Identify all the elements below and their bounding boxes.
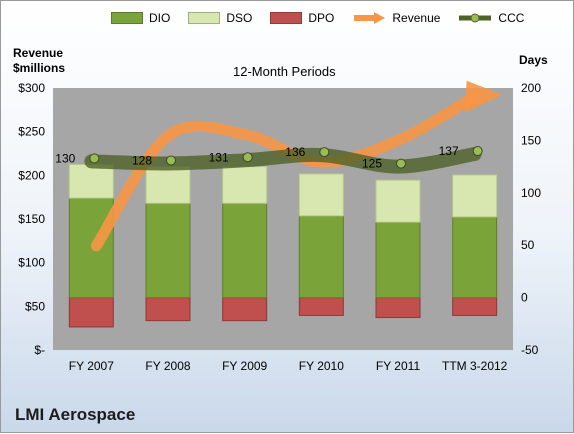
x-tick-label: FY 2009 bbox=[222, 359, 267, 373]
ccc-data-label: 128 bbox=[132, 153, 152, 167]
legend-label-revenue: Revenue bbox=[392, 11, 441, 25]
left-tick-label: $- bbox=[34, 343, 45, 357]
legend-item-ccc: CCC bbox=[458, 11, 524, 25]
legend-swatch-dpo bbox=[270, 12, 303, 24]
x-tick-label: FY 2010 bbox=[299, 359, 344, 373]
ccc-data-label: 131 bbox=[209, 150, 229, 164]
left-tick-label: $100 bbox=[18, 256, 45, 270]
legend-line-icon bbox=[459, 13, 492, 23]
ccc-point bbox=[396, 158, 406, 169]
right-tick-label: 0 bbox=[521, 291, 528, 305]
plot-area bbox=[53, 88, 513, 350]
legend-label-dso: DSO bbox=[226, 11, 253, 25]
legend-label-dpo: DPO bbox=[308, 11, 335, 25]
chart-title: 12-Month Periods bbox=[233, 64, 336, 79]
legend-item-dio: DIO bbox=[111, 11, 170, 25]
ccc-line bbox=[84, 147, 482, 174]
left-tick-label: $150 bbox=[18, 212, 45, 226]
ccc-data-label: 130 bbox=[55, 151, 75, 165]
revenue-arrowhead bbox=[464, 80, 503, 113]
ccc-data-label: 136 bbox=[285, 145, 305, 159]
bar-dso bbox=[222, 166, 268, 204]
bar-dpo bbox=[452, 297, 498, 316]
left-tick-label: $300 bbox=[18, 81, 45, 95]
bar-dso bbox=[298, 173, 344, 217]
ccc-point bbox=[89, 153, 100, 164]
company-name: LMI Aerospace bbox=[15, 405, 136, 424]
ccc-point bbox=[166, 155, 176, 166]
right-tick-label: 200 bbox=[521, 81, 541, 95]
right-tick-label: 100 bbox=[521, 186, 541, 200]
bar-dpo bbox=[68, 297, 114, 328]
bar-dso bbox=[68, 164, 114, 199]
bar-dpo bbox=[375, 297, 421, 319]
left-tick-label: $50 bbox=[25, 299, 45, 313]
revenue-line bbox=[90, 91, 481, 252]
legend-item-revenue: Revenue bbox=[352, 11, 440, 25]
right-tick-label: 50 bbox=[521, 238, 535, 252]
ccc-point bbox=[242, 152, 253, 163]
bar-dio bbox=[68, 197, 114, 299]
bar-dpo bbox=[145, 297, 191, 322]
ccc-data-label: 137 bbox=[439, 144, 459, 158]
bar-dso bbox=[452, 174, 498, 218]
right-tick-label: 150 bbox=[521, 133, 541, 147]
legend-swatch-dio bbox=[111, 12, 143, 24]
x-tick-label: FY 2008 bbox=[145, 359, 190, 373]
left-tick-label: $250 bbox=[18, 125, 45, 139]
bar-dio bbox=[452, 216, 498, 299]
left-axis-label-line1: Revenue bbox=[13, 46, 64, 60]
right-axis-label: Days bbox=[519, 53, 548, 67]
x-tick-label: TTM 3-2012 bbox=[442, 359, 508, 373]
legend: DIO DSO DPO Revenue CCC bbox=[111, 11, 542, 25]
legend-label-ccc: CCC bbox=[498, 11, 525, 25]
bar-dio bbox=[298, 215, 344, 299]
legend-swatch-dso bbox=[188, 12, 221, 24]
legend-arrow-icon bbox=[354, 12, 386, 24]
x-tick-label: FY 2007 bbox=[69, 359, 114, 373]
bar-dpo bbox=[222, 297, 268, 322]
ccc-point bbox=[472, 146, 483, 157]
bar-dio bbox=[145, 202, 191, 299]
left-axis-label-line2: $millions bbox=[13, 61, 66, 75]
bar-dso bbox=[375, 179, 421, 223]
legend-label-dio: DIO bbox=[149, 11, 171, 25]
bar-dso bbox=[145, 166, 191, 204]
ccc-data-label: 125 bbox=[362, 157, 382, 171]
legend-item-dpo: DPO bbox=[270, 11, 334, 25]
bar-dpo bbox=[298, 297, 344, 316]
right-tick-label: -50 bbox=[521, 343, 539, 357]
legend-item-dso: DSO bbox=[188, 11, 252, 25]
x-tick-label: FY 2011 bbox=[376, 359, 421, 373]
left-tick-label: $200 bbox=[18, 168, 45, 182]
bar-dio bbox=[375, 221, 421, 299]
ccc-point bbox=[319, 147, 330, 158]
bar-dio bbox=[222, 202, 268, 299]
